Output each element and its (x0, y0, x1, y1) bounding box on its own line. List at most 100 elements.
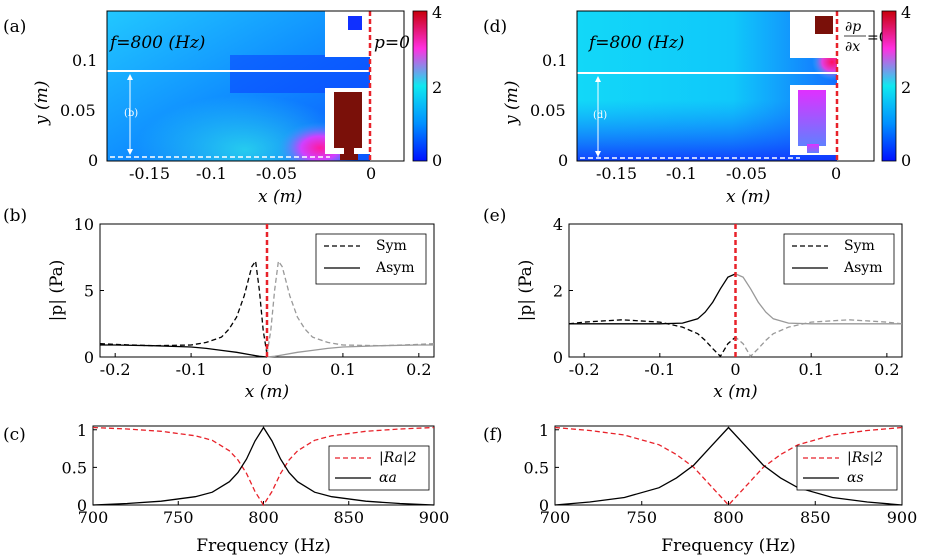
inset-label-a: (b) (124, 108, 138, 119)
x-ticks-d: -0.15 -0.1 -0.05 0 (596, 164, 841, 183)
y-tick-label: 0.05 (60, 101, 96, 120)
series-asym-mirror (266, 344, 434, 358)
y-tick-label: 1 (77, 421, 87, 440)
panel-label-d: (d) (483, 17, 507, 37)
y-tick-label: 4 (553, 215, 563, 234)
colorbar-d (881, 10, 897, 162)
y-ticks-a: 0 0.05 0.1 (60, 51, 98, 170)
freq-annotation-a: f=800 (Hz) (108, 33, 205, 53)
x-tick-label: 700 (78, 508, 109, 527)
x-axis-label-a: x (m) (258, 187, 302, 207)
neck-opening-a (348, 16, 362, 30)
x-tick-label: -0.15 (596, 164, 637, 183)
legend (315, 233, 427, 285)
svg-text:∂p: ∂p (845, 19, 861, 35)
legend (796, 445, 898, 491)
freq-annotation-d: f=800 (Hz) (587, 33, 684, 53)
colorbar-tick: 0 (901, 151, 911, 170)
x-tick-label: 0 (831, 164, 841, 183)
colorbar-tick: 4 (432, 3, 442, 22)
y-tick-label: 0 (558, 151, 568, 170)
y-tick-label: 0.5 (62, 458, 87, 477)
y-ticks-d: 0 0.05 0.1 (530, 51, 568, 170)
legend-label: |Rs|2 (847, 450, 883, 466)
legend-label: Asym (375, 260, 414, 276)
series-reflection (92, 426, 435, 507)
x-tick-label: 850 (800, 508, 831, 527)
x-tick-label: 850 (333, 508, 364, 527)
y-axis-label-a: y (m) (32, 81, 52, 126)
panel-label-b: (b) (3, 206, 27, 226)
x-tick-label: 900 (419, 508, 450, 527)
neck-opening-d (815, 16, 833, 34)
colorbar-a (412, 10, 428, 162)
series-asym-mirror (735, 273, 902, 325)
x-tick-label: 700 (540, 508, 571, 527)
series-asym (100, 344, 268, 358)
y-tick-label: 1 (539, 421, 549, 440)
series-asym (569, 273, 736, 325)
colorbar-tick: 4 (901, 3, 911, 22)
y-axis-label: |p| (Pa) (516, 260, 536, 322)
x-tick-label: 0.2 (406, 360, 431, 379)
colorbar-tick: 2 (432, 78, 442, 97)
x-tick-label: 800 (713, 508, 744, 527)
legend-label: Asym (843, 260, 882, 276)
y-axis-label: |p| (Pa) (47, 260, 67, 322)
y-tick-label: 0 (77, 496, 87, 515)
x-axis-label: x (m) (245, 382, 289, 402)
bc-annotation-a: p=0 (374, 33, 410, 53)
y-tick-label: 0 (539, 496, 549, 515)
inset-label-d: (d) (593, 110, 607, 121)
panel-e: (e) -0.2 -0.1 0 0.1 0.2 0 2 4 x (m) |p| (Pa) Sym As… (483, 206, 903, 402)
svg-text:∂x: ∂x (845, 39, 860, 55)
x-tick-label: -0.1 (644, 360, 675, 379)
y-tick-label: 2 (553, 282, 563, 301)
legend-label: αs (847, 470, 864, 486)
y-tick-label: 0 (553, 348, 563, 367)
series-sym (99, 259, 268, 355)
x-axis-label-d: x (m) (726, 187, 770, 207)
series-sym-mirror (735, 319, 903, 358)
x-tick-label: 0.1 (330, 360, 355, 379)
panel-label-f: (f) (483, 425, 503, 445)
x-tick-label: 0 (730, 360, 740, 379)
y-axis-label-d: y (m) (502, 81, 522, 126)
x-tick-label: 0 (262, 360, 272, 379)
x-tick-label: -0.05 (726, 164, 767, 183)
panel-f: (f) 700 750 800 850 900 0 0.5 1 Frequency (Hz) |R… (483, 421, 917, 556)
x-tick-label: 750 (626, 508, 657, 527)
x-tick-label: -0.05 (256, 164, 297, 183)
x-tick-label: -0.2 (100, 360, 131, 379)
x-tick-label: 900 (887, 508, 918, 527)
cavity-a (334, 92, 362, 148)
panel-a: (a) (b) f=800 (Hz) p=0 -0.15 -0.1 (3, 3, 442, 207)
x-tick-label: -0.2 (569, 360, 600, 379)
panel-c: (c) 700 750 800 850 900 0 0.5 1 Frequency (Hz) |R… (3, 421, 449, 556)
legend (783, 233, 895, 285)
panel-d: (d) (d) f=800 (Hz) ∂p ∂x =0 -0.15 -0.1 (483, 3, 911, 207)
series-sym (568, 319, 736, 358)
x-tick-label: -0.15 (129, 164, 170, 183)
y-tick-label: 0.1 (542, 51, 567, 70)
y-tick-label: 0.1 (72, 51, 97, 70)
series-absorption (554, 426, 903, 506)
x-tick-label: 0.1 (798, 360, 823, 379)
panel-label-c: (c) (3, 425, 26, 445)
series-reflection (554, 426, 903, 506)
neck-region-a (325, 11, 370, 57)
legend-label: Sym (376, 238, 407, 254)
y-tick-label: 0 (88, 151, 98, 170)
x-tick-label: -0.1 (176, 360, 207, 379)
cavity-d (798, 90, 826, 146)
legend-label: αa (379, 470, 397, 486)
panel-b: (b) -0.2 -0.1 0 0.1 0.2 0 5 10 x (m) |p| (Pa) Sym A… (3, 206, 435, 402)
x-tick-label: 0 (366, 164, 376, 183)
x-tick-label: -0.1 (196, 164, 227, 183)
colorbar-tick: 0 (432, 151, 442, 170)
legend-label: |Ra|2 (379, 450, 417, 466)
legend-label: Sym (844, 238, 875, 254)
colorbar-tick: 2 (901, 78, 911, 97)
panel-label-a: (a) (3, 17, 26, 37)
